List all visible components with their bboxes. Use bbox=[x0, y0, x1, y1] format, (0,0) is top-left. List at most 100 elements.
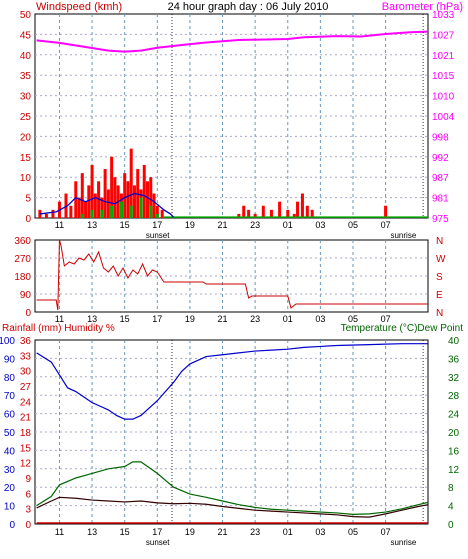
humidity-line bbox=[36, 343, 428, 420]
direction-line bbox=[36, 239, 428, 311]
wind-tick-label: 10 bbox=[20, 173, 32, 184]
wind-bar bbox=[129, 205, 133, 218]
humidity-tick-label: 10 bbox=[4, 502, 16, 513]
x-tick-label: 21 bbox=[218, 314, 228, 324]
x-tick-label: 05 bbox=[348, 220, 358, 230]
rain-tick-label: 21 bbox=[20, 413, 32, 424]
rain-tick-label: 3 bbox=[25, 505, 31, 516]
gust-bar bbox=[87, 185, 91, 218]
humidity-tick-label: 90 bbox=[4, 354, 16, 365]
compass-label: S bbox=[436, 272, 443, 283]
temperature-tick-label: 0 bbox=[448, 520, 454, 531]
x-tick-label: 05 bbox=[348, 314, 358, 324]
sunset-label: sunset bbox=[146, 231, 170, 240]
barometer-tick-label: 1021 bbox=[432, 51, 455, 62]
rain-tick-label: 27 bbox=[20, 382, 32, 393]
gust-bar bbox=[103, 169, 107, 218]
compass-label: N bbox=[436, 308, 443, 319]
direction-tick-label: 0 bbox=[25, 308, 31, 319]
x-tick-label: 15 bbox=[120, 314, 130, 324]
x-tick-label: 07 bbox=[381, 527, 391, 537]
gust-bar bbox=[113, 177, 117, 218]
temperature-line bbox=[36, 461, 429, 515]
wind-tick-label: 35 bbox=[20, 71, 32, 82]
rain-tick-label: 6 bbox=[25, 489, 31, 500]
gust-bar bbox=[242, 205, 246, 218]
x-tick-label: 13 bbox=[87, 527, 97, 537]
wind-bar bbox=[119, 201, 123, 218]
x-tick-label: 21 bbox=[218, 220, 228, 230]
gust-bar bbox=[129, 148, 133, 218]
x-tick-label: 01 bbox=[283, 314, 293, 324]
gust-bar bbox=[278, 201, 282, 218]
gust-bar bbox=[106, 189, 110, 218]
rain-humidity-axis-title: Rainfall (mm) Humidity % bbox=[2, 323, 115, 334]
x-tick-label: 11 bbox=[55, 527, 64, 537]
gust-bar bbox=[74, 181, 78, 218]
temperature-tick-label: 8 bbox=[448, 483, 454, 494]
gust-bar bbox=[269, 209, 273, 218]
gust-bar bbox=[123, 173, 127, 218]
gust-bar bbox=[261, 205, 265, 218]
x-tick-label: 15 bbox=[120, 220, 130, 230]
gust-bar bbox=[80, 173, 84, 218]
temperature-tick-label: 24 bbox=[448, 410, 460, 421]
gust-bar bbox=[310, 209, 314, 218]
gust-bar bbox=[51, 209, 55, 218]
barometer-tick-label: 1027 bbox=[432, 30, 455, 41]
wind-tick-label: 15 bbox=[20, 153, 32, 164]
humidity-tick-label: 100 bbox=[0, 336, 15, 347]
gust-bar bbox=[160, 209, 164, 218]
humidity-tick-label: 20 bbox=[4, 483, 16, 494]
barometer-tick-label: 1010 bbox=[432, 92, 455, 103]
x-tick-label: 17 bbox=[152, 527, 162, 537]
rain-tick-label: 15 bbox=[20, 443, 32, 454]
x-tick-label: 13 bbox=[87, 314, 97, 324]
direction-tick-label: 360 bbox=[14, 236, 31, 247]
x-tick-label: 23 bbox=[250, 527, 260, 537]
avg-wind-line bbox=[39, 192, 175, 218]
barometer-tick-label: 1033 bbox=[432, 10, 455, 21]
x-tick-label: 03 bbox=[315, 314, 325, 324]
temperature-tick-label: 16 bbox=[448, 446, 460, 457]
gust-bar bbox=[155, 205, 159, 218]
gust-bar bbox=[77, 197, 81, 218]
gust-bar bbox=[305, 205, 309, 218]
compass-label: E bbox=[436, 290, 443, 301]
rain-tick-label: 12 bbox=[20, 459, 32, 470]
gust-bar bbox=[384, 205, 388, 218]
x-tick-label: 01 bbox=[283, 220, 293, 230]
sunrise-label: sunrise bbox=[390, 538, 416, 547]
gust-bar bbox=[69, 205, 73, 218]
x-tick-label: 19 bbox=[185, 527, 195, 537]
gust-bar bbox=[292, 213, 296, 218]
barometer-tick-label: 1015 bbox=[432, 71, 455, 82]
rain-tick-label: 36 bbox=[20, 336, 32, 347]
x-tick-label: 13 bbox=[87, 220, 97, 230]
gust-bar bbox=[90, 164, 94, 218]
x-tick-label: 21 bbox=[218, 527, 228, 537]
wind-tick-label: 45 bbox=[20, 30, 32, 41]
x-tick-label: 19 bbox=[185, 314, 195, 324]
gust-bar bbox=[126, 181, 130, 218]
gust-bar bbox=[286, 209, 290, 218]
header-right-title: Barometer (hPa) bbox=[382, 1, 463, 13]
barometer-tick-label: 975 bbox=[432, 214, 449, 225]
humidity-tick-label: 50 bbox=[4, 428, 16, 439]
gust-bar bbox=[296, 201, 300, 218]
gust-bar bbox=[84, 201, 88, 218]
temperature-tick-label: 4 bbox=[448, 502, 454, 513]
header-center-title: 24 hour graph day : 06 July 2010 bbox=[168, 1, 329, 13]
gust-bar bbox=[237, 213, 241, 218]
barometer-tick-label: 1004 bbox=[432, 112, 455, 123]
gust-bar bbox=[44, 213, 48, 218]
wind-bar bbox=[80, 213, 84, 218]
gust-bar bbox=[300, 193, 304, 218]
direction-tick-label: 180 bbox=[14, 272, 31, 283]
humidity-tick-label: 30 bbox=[4, 465, 16, 476]
rain-tick-label: 18 bbox=[20, 428, 32, 439]
gust-bar bbox=[247, 209, 251, 218]
wind-tick-label: 20 bbox=[20, 132, 32, 143]
wind-tick-label: 50 bbox=[20, 10, 32, 21]
